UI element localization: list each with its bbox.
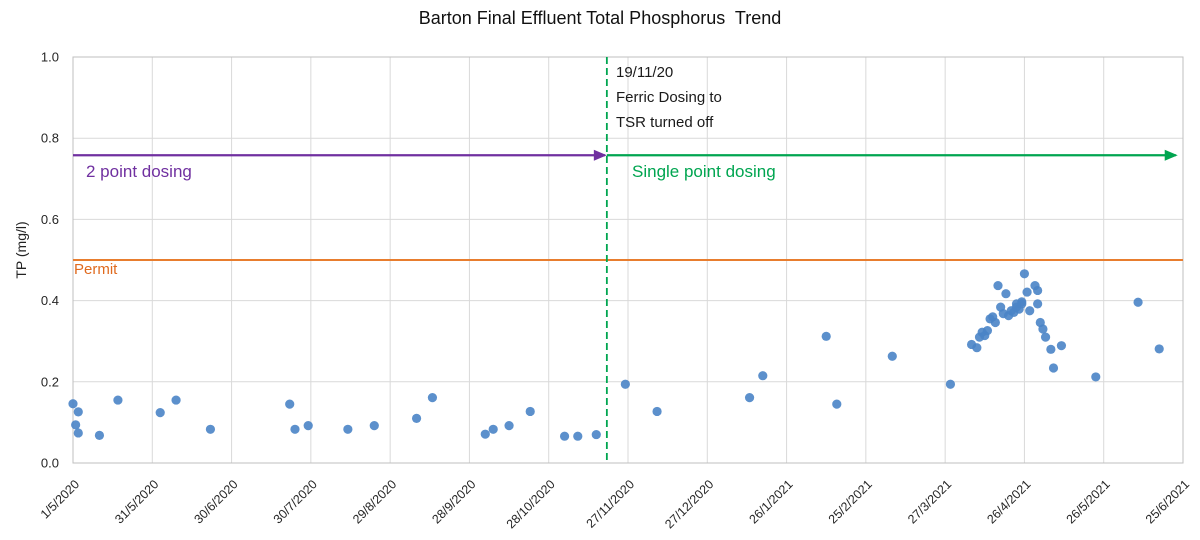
data-point: [1133, 297, 1143, 307]
data-point: [744, 393, 755, 403]
x-tick-label: 27/12/2020: [662, 477, 716, 531]
data-point: [290, 424, 300, 434]
data-point: [155, 408, 165, 418]
data-point: [1001, 289, 1011, 299]
event-annotation-line: Ferric Dosing to: [616, 89, 722, 106]
data-point: [559, 431, 570, 441]
x-tick-label: 30/6/2020: [191, 477, 240, 526]
data-point: [982, 326, 993, 336]
single-point-dosing-arrowhead: [1164, 149, 1178, 161]
data-point: [525, 406, 535, 417]
data-point: [1154, 344, 1164, 354]
permit-label: Permit: [74, 261, 118, 278]
data-point: [1017, 299, 1027, 309]
event-annotation: 19/11/20 Ferric Dosing to TSR turned off: [616, 60, 722, 135]
data-point: [1040, 332, 1051, 342]
data-point: [1019, 269, 1030, 279]
x-tick-label: 25/2/2021: [826, 477, 875, 526]
data-point: [411, 413, 422, 423]
chart-title: Barton Final Effluent Total Phosphorus T…: [418, 8, 782, 28]
data-point: [1056, 341, 1067, 351]
x-tick-label: 26/5/2021: [1064, 477, 1113, 526]
data-point: [303, 421, 313, 431]
data-point: [990, 317, 1000, 328]
data-point: [68, 399, 78, 409]
x-tick-label: 29/8/2020: [350, 477, 399, 526]
data-point: [1025, 306, 1035, 316]
y-tick-label: 1.0: [41, 50, 59, 65]
data-point: [1022, 287, 1032, 297]
data-point: [504, 421, 514, 431]
single-point-dosing-label: Single point dosing: [632, 162, 776, 181]
data-point: [73, 407, 83, 417]
x-tick-label: 27/11/2020: [584, 477, 638, 531]
x-tick-label: 26/4/2021: [984, 477, 1033, 526]
data-point: [369, 421, 379, 431]
data-point: [972, 343, 982, 353]
data-point: [1033, 299, 1043, 309]
two-point-dosing-label: 2 point dosing: [86, 162, 192, 181]
event-annotation-line: 19/11/20: [616, 64, 674, 81]
x-tick-label: 26/1/2021: [746, 477, 795, 526]
data-point: [343, 424, 353, 434]
data-point: [1038, 324, 1048, 334]
y-axis-title: TP (mg/l): [13, 221, 29, 279]
x-tick-label: 28/9/2020: [429, 477, 478, 526]
y-tick-label: 0.0: [41, 456, 59, 471]
data-point: [427, 393, 438, 403]
data-point: [171, 395, 181, 405]
data-point: [1033, 285, 1043, 296]
event-annotation-line: TSR turned off: [616, 114, 714, 131]
data-point: [652, 406, 662, 417]
data-point: [480, 429, 490, 439]
data-point: [94, 430, 105, 440]
x-tick-label: 1/5/2020: [38, 477, 82, 521]
data-point: [945, 379, 956, 389]
data-point: [285, 399, 295, 409]
x-tick-label: 30/7/2020: [271, 477, 320, 526]
data-point: [73, 428, 83, 438]
y-tick-label: 0.2: [41, 374, 59, 389]
data-point: [887, 351, 897, 361]
data-point: [832, 399, 842, 409]
data-point: [758, 371, 768, 381]
y-tick-label: 0.6: [41, 212, 59, 227]
data-point: [1048, 363, 1059, 373]
x-tick-label: 27/3/2021: [905, 477, 954, 526]
data-point: [113, 395, 123, 405]
x-tick-label: 25/6/2021: [1143, 477, 1192, 526]
two-point-dosing-arrowhead: [593, 149, 607, 161]
x-tick-label: 31/5/2020: [112, 477, 161, 526]
data-point: [591, 429, 601, 440]
data-point: [1046, 344, 1056, 354]
y-tick-label: 0.8: [41, 131, 59, 146]
data-point: [573, 431, 583, 441]
y-tick-label: 0.4: [41, 293, 59, 308]
data-point: [1091, 372, 1101, 382]
data-point: [488, 424, 498, 434]
data-point: [821, 331, 831, 341]
data-point: [205, 424, 216, 434]
x-tick-label: 28/10/2020: [504, 477, 558, 531]
data-point: [993, 280, 1003, 291]
data-point: [71, 420, 81, 430]
data-point: [620, 379, 630, 389]
